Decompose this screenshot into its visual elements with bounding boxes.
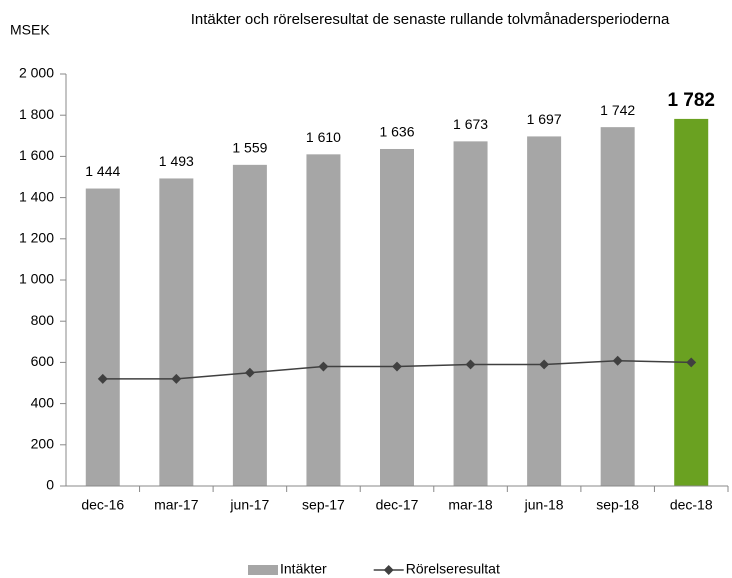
data-label: 1 673 bbox=[453, 116, 488, 132]
y-axis-label: MSEK bbox=[10, 22, 50, 38]
marker bbox=[612, 355, 623, 366]
data-label: 1 742 bbox=[600, 102, 635, 118]
chart-title: Intäkter och rörelseresultat de senaste … bbox=[191, 11, 670, 28]
legend-label: Intäkter bbox=[280, 561, 327, 577]
x-tick-label: mar-18 bbox=[448, 497, 493, 513]
x-tick-label: jun-17 bbox=[229, 497, 269, 513]
y-tick-label: 1 000 bbox=[19, 271, 54, 287]
marker bbox=[392, 361, 402, 372]
bar bbox=[306, 154, 341, 486]
x-tick-label: mar-17 bbox=[154, 497, 199, 513]
data-label: 1 610 bbox=[306, 129, 341, 145]
bar bbox=[674, 118, 709, 487]
y-tick-label: 1 200 bbox=[19, 230, 54, 246]
y-tick-label: 1 800 bbox=[19, 106, 54, 122]
legend-marker bbox=[383, 565, 394, 575]
marker bbox=[318, 361, 329, 372]
data-label: 1 636 bbox=[379, 124, 414, 140]
bar bbox=[159, 178, 194, 486]
y-tick-label: 600 bbox=[31, 353, 55, 369]
bar bbox=[85, 188, 120, 486]
marker bbox=[465, 359, 476, 370]
y-tick-label: 200 bbox=[31, 436, 55, 452]
x-tick-label: sep-17 bbox=[302, 497, 345, 513]
x-tick-label: dec-16 bbox=[81, 497, 124, 513]
data-label: 1 493 bbox=[159, 153, 194, 169]
x-tick-label: dec-18 bbox=[670, 497, 713, 513]
x-tick-label: sep-18 bbox=[596, 497, 639, 513]
x-tick-label: jun-18 bbox=[524, 497, 564, 513]
legend-label: Rörelseresultat bbox=[406, 561, 500, 577]
y-tick-label: 2 000 bbox=[19, 65, 54, 81]
y-tick-label: 400 bbox=[31, 394, 55, 410]
marker bbox=[171, 373, 182, 384]
y-tick-label: 0 bbox=[46, 477, 54, 493]
bar bbox=[600, 127, 635, 486]
bar bbox=[380, 148, 414, 486]
x-tick-label: dec-17 bbox=[376, 497, 419, 513]
bar bbox=[527, 136, 562, 486]
data-label: 1 559 bbox=[232, 140, 267, 156]
y-tick-label: 1 400 bbox=[19, 188, 54, 204]
data-label: 1 782 bbox=[667, 90, 715, 111]
data-label: 1 697 bbox=[527, 111, 562, 127]
y-tick-label: 800 bbox=[31, 312, 55, 328]
bar bbox=[453, 141, 488, 486]
legend-swatch bbox=[248, 565, 278, 575]
marker bbox=[539, 359, 550, 370]
marker bbox=[244, 367, 255, 378]
marker bbox=[686, 357, 697, 368]
bar bbox=[232, 164, 267, 486]
y-tick-label: 1 600 bbox=[19, 147, 54, 163]
data-label: 1 444 bbox=[85, 163, 120, 179]
